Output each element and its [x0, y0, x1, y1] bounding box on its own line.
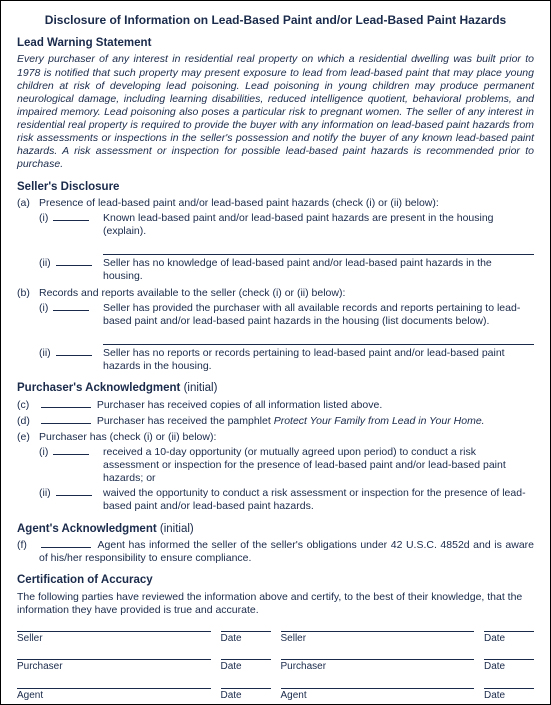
item-b-ii: (ii) Seller has no reports or records pe…	[39, 347, 534, 373]
sig-label[interactable]: Agent	[17, 688, 211, 703]
initial-blank[interactable]	[41, 547, 91, 548]
text-c: Purchaser has received copies of all inf…	[39, 399, 534, 412]
text-e-i: received a 10-day opportunity (or mutual…	[103, 446, 534, 485]
seller-heading: Seller's Disclosure	[17, 180, 534, 194]
documents-line[interactable]	[103, 334, 534, 345]
text-d: Purchaser has received the pamphlet Prot…	[39, 415, 534, 428]
signature-row: Seller Date Seller Date	[17, 631, 534, 646]
sublabel-e-i: (i)	[39, 446, 103, 485]
item-b: (b) Records and reports available to the…	[17, 287, 534, 300]
sig-label[interactable]: Purchaser	[281, 659, 475, 674]
item-e-ii: (ii) waived the opportunity to conduct a…	[39, 487, 534, 513]
checkbox-blank[interactable]	[53, 454, 89, 455]
warning-text: Every purchaser of any interest in resid…	[17, 53, 534, 171]
sig-date[interactable]: Date	[484, 631, 534, 646]
text-b-i: Seller has provided the purchaser with a…	[103, 302, 534, 328]
initial-note: (initial)	[184, 382, 218, 394]
purchaser-heading: Purchaser's Acknowledgment (initial)	[17, 381, 534, 395]
initial-note: (initial)	[160, 523, 194, 535]
item-c: (c) Purchaser has received copies of all…	[17, 399, 534, 412]
checkbox-blank[interactable]	[56, 265, 92, 266]
sig-label[interactable]: Seller	[281, 631, 475, 646]
warning-heading: Lead Warning Statement	[17, 36, 534, 50]
item-a-ii: (ii) Seller has no knowledge of lead-bas…	[39, 257, 534, 283]
sig-date[interactable]: Date	[221, 688, 271, 703]
sublabel-a-i: (i)	[39, 212, 103, 238]
label-d: (d)	[17, 415, 39, 428]
item-a: (a) Presence of lead-based paint and/or …	[17, 197, 534, 210]
sig-date[interactable]: Date	[484, 688, 534, 703]
sublabel-b-ii: (ii)	[39, 347, 103, 373]
item-d: (d) Purchaser has received the pamphlet …	[17, 415, 534, 428]
checkbox-blank[interactable]	[53, 310, 89, 311]
sig-date[interactable]: Date	[221, 659, 271, 674]
text-e-ii: waived the opportunity to conduct a risk…	[103, 487, 534, 513]
label-b: (b)	[17, 287, 39, 300]
text-a: Presence of lead-based paint and/or lead…	[39, 197, 534, 210]
checkbox-blank[interactable]	[56, 495, 92, 496]
checkbox-blank[interactable]	[56, 355, 92, 356]
initial-blank[interactable]	[41, 407, 91, 408]
sig-date[interactable]: Date	[221, 631, 271, 646]
checkbox-blank[interactable]	[53, 220, 89, 221]
sublabel-b-i: (i)	[39, 302, 103, 328]
cert-heading: Certification of Accuracy	[17, 573, 534, 587]
label-c: (c)	[17, 399, 39, 412]
sublabel-e-ii: (ii)	[39, 487, 103, 513]
text-a-ii: Seller has no knowledge of lead-based pa…	[103, 257, 534, 283]
item-f: (f) Agent has informed the seller of the…	[17, 539, 534, 565]
explain-line[interactable]	[103, 244, 534, 255]
item-b-i: (i) Seller has provided the purchaser wi…	[39, 302, 534, 328]
initial-blank[interactable]	[41, 423, 91, 424]
item-e: (e) Purchaser has (check (i) or (ii) bel…	[17, 431, 534, 444]
document-page: Disclosure of Information on Lead-Based …	[0, 0, 551, 705]
signature-row: Agent Date Agent Date	[17, 688, 534, 703]
cert-text: The following parties have reviewed the …	[17, 591, 534, 617]
sig-label[interactable]: Seller	[17, 631, 211, 646]
label-f: (f)	[17, 539, 39, 565]
sig-label[interactable]: Purchaser	[17, 659, 211, 674]
sig-date[interactable]: Date	[484, 659, 534, 674]
label-a: (a)	[17, 197, 39, 210]
text-b-ii: Seller has no reports or records pertain…	[103, 347, 534, 373]
document-title: Disclosure of Information on Lead-Based …	[17, 13, 534, 28]
sublabel-a-ii: (ii)	[39, 257, 103, 283]
item-e-i: (i) received a 10-day opportunity (or mu…	[39, 446, 534, 485]
sig-label[interactable]: Agent	[281, 688, 475, 703]
text-e: Purchaser has (check (i) or (ii) below):	[39, 431, 534, 444]
label-e: (e)	[17, 431, 39, 444]
text-f: Agent has informed the seller of the sel…	[39, 539, 534, 565]
text-a-i: Known lead-based paint and/or lead-based…	[103, 212, 534, 238]
agent-heading: Agent's Acknowledgment (initial)	[17, 522, 534, 536]
signature-row: Purchaser Date Purchaser Date	[17, 659, 534, 674]
item-a-i: (i) Known lead-based paint and/or lead-b…	[39, 212, 534, 238]
text-b: Records and reports available to the sel…	[39, 287, 534, 300]
